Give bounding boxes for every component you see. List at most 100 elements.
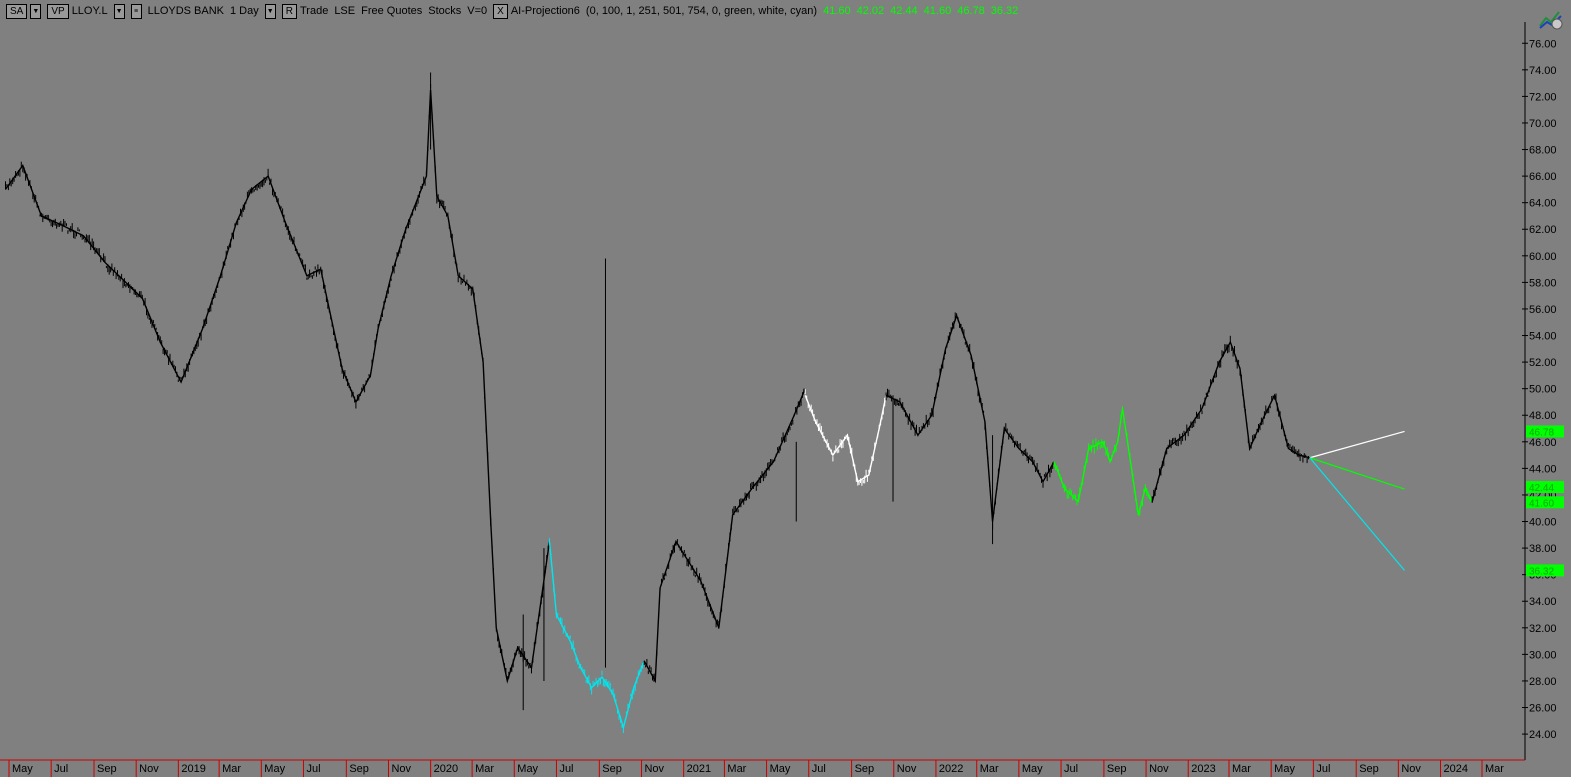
price-series-cyan: [548, 538, 645, 733]
y-tick-label: 24.00: [1529, 729, 1557, 741]
indicator-params: (0, 100, 1, 251, 501, 754, 0, green, whi…: [585, 5, 818, 17]
instrument-name: LLOYDS BANK: [147, 5, 224, 17]
x-tick-label: May: [1274, 763, 1295, 775]
x-tick-label: Jul: [306, 763, 320, 775]
x-tick-label: Nov: [1149, 763, 1169, 775]
y-tick-label: 60.00: [1529, 251, 1557, 263]
x-tick-label: 2024: [1444, 763, 1468, 775]
y-tick-label: 54.00: [1529, 331, 1557, 343]
y-tick-label: 70.00: [1529, 118, 1557, 130]
quotes-label: Free Quotes: [361, 5, 423, 17]
price-series-green: [1053, 406, 1153, 516]
y-tick-label: 66.00: [1529, 171, 1557, 183]
price-label-text: 41.60: [1529, 498, 1554, 509]
x-tick-label: May: [264, 763, 285, 775]
x-tick-label: Mar: [980, 763, 999, 775]
indicator-name[interactable]: AI-Projection6: [510, 5, 580, 17]
exchange-label: LSE: [334, 5, 356, 17]
price-series-black: [1151, 335, 1310, 503]
x-tick-label: 2019: [181, 763, 205, 775]
y-tick-label: 40.00: [1529, 517, 1557, 529]
x-tick-label: Nov: [644, 763, 664, 775]
price-label-box: [1526, 481, 1564, 494]
y-tick-label: 58.00: [1529, 277, 1557, 289]
chart-settings-icon[interactable]: [1537, 4, 1565, 32]
y-tick-label: 32.00: [1529, 623, 1557, 635]
symbol-list-icon[interactable]: ≡: [130, 3, 142, 19]
projection-layer: [1309, 430, 1405, 571]
x-tick-label: Jul: [1064, 763, 1078, 775]
price-series-black: [4, 84, 551, 684]
type-label: Stocks: [428, 5, 462, 17]
symbol-dropdown-icon[interactable]: ▼: [113, 3, 125, 19]
x-tick-label: Mar: [1232, 763, 1251, 775]
y-tick-label: 72.00: [1529, 91, 1557, 103]
price-label-text: 36.32: [1529, 566, 1554, 577]
x-tick-label: 2021: [687, 763, 711, 775]
indicator-value: 46.78: [957, 5, 985, 17]
volume-label: V=0: [467, 5, 488, 17]
x-tick-label: Nov: [897, 763, 917, 775]
series-line: [643, 388, 806, 684]
x-tick-label: Sep: [97, 763, 117, 775]
x-tick-label: Mar: [1485, 763, 1504, 775]
y-tick-label: 34.00: [1529, 596, 1557, 608]
symbol-label[interactable]: LLOY.L: [71, 5, 108, 17]
indicator-value: 41.60: [823, 5, 851, 17]
sa-dropdown-icon[interactable]: ▼: [30, 3, 42, 19]
y-tick-label: 76.00: [1529, 38, 1557, 50]
price-label-box: [1526, 496, 1564, 509]
x-tick-label: Sep: [855, 763, 875, 775]
y-tick-label: 26.00: [1529, 703, 1557, 715]
y-tick-label: 38.00: [1529, 543, 1557, 555]
x-tick-label: Sep: [602, 763, 622, 775]
price-label-text: 46.78: [1529, 427, 1554, 438]
y-tick-label: 74.00: [1529, 65, 1557, 77]
price-series-black: [885, 312, 1055, 530]
x-tick-label: 2020: [434, 763, 458, 775]
y-tick-label: 44.00: [1529, 463, 1557, 475]
x-tick-label: Sep: [1359, 763, 1379, 775]
x-tick-label: Jul: [812, 763, 826, 775]
x-tick-label: Mar: [727, 763, 746, 775]
indicator-value: 36.32: [990, 5, 1019, 17]
y-tick-label: 46.00: [1529, 437, 1557, 449]
x-tick-label: Jul: [559, 763, 573, 775]
y-tick-label: 30.00: [1529, 649, 1557, 661]
price-label-text: 42.44: [1529, 483, 1554, 494]
y-tick-label: 50.00: [1529, 384, 1557, 396]
sa-button[interactable]: SA: [6, 3, 28, 19]
projection-line-green: [1309, 457, 1405, 490]
y-axis: 76.00 74.00 72.00 70.00 68.00 66.00 64.00 62.00…: [1522, 22, 1557, 760]
interval-dropdown-icon[interactable]: ▼: [264, 3, 276, 19]
x-tick-label: 2022: [939, 763, 963, 775]
x-tick-label: May: [517, 763, 538, 775]
vp-button[interactable]: VP: [47, 3, 69, 19]
indicator-value: 42.44: [890, 5, 918, 17]
price-series-white: [804, 388, 887, 486]
series-line: [1151, 340, 1310, 502]
projection-line-white: [1309, 430, 1405, 459]
indicator-value: 42.02: [856, 5, 885, 17]
price-spikes: [430, 72, 994, 711]
r-button[interactable]: R: [281, 3, 297, 19]
y-tick-label: 48.00: [1529, 410, 1557, 422]
interval-label[interactable]: 1 Day: [230, 5, 259, 17]
x-tick-label: Sep: [349, 763, 369, 775]
y-tick-label: 52.00: [1529, 357, 1557, 369]
y-tick-label: 56.00: [1529, 304, 1557, 316]
y-tick-label: 64.00: [1529, 198, 1557, 210]
x-tick-label: May: [12, 763, 33, 775]
trade-link[interactable]: Trade: [299, 5, 329, 17]
x-tick-label: May: [770, 763, 791, 775]
series-line: [548, 541, 645, 730]
x-tick-label: Nov: [139, 763, 159, 775]
close-indicator-button[interactable]: X: [493, 3, 508, 19]
y-tick-label: 68.00: [1529, 145, 1557, 157]
x-tick-label: Mar: [475, 763, 494, 775]
price-label-layer: 46.78 42.44 41.60 36.32: [1526, 425, 1564, 577]
x-axis: May Jul Sep Nov 2019 Mar May Jul Sep Nov 2020 Mar Ma…: [0, 759, 1525, 777]
x-tick-label: Jul: [1316, 763, 1330, 775]
price-label-box: [1526, 564, 1564, 577]
